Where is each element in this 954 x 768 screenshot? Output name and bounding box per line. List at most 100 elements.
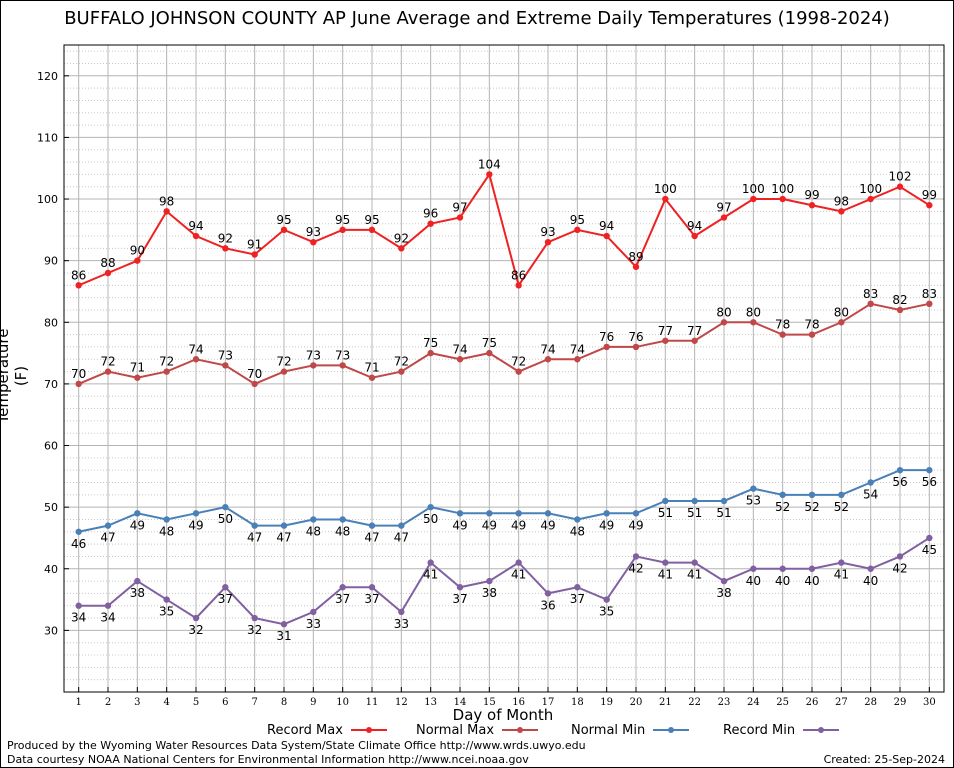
legend-swatch-normal-min bbox=[653, 727, 690, 733]
point-record-max bbox=[456, 214, 464, 221]
data-label-normal-min: 52 bbox=[804, 500, 819, 514]
y-tick-label: 120 bbox=[37, 70, 58, 83]
point-record-min bbox=[544, 590, 552, 597]
point-record-max bbox=[779, 195, 786, 203]
data-label-record-min: 36 bbox=[540, 598, 555, 612]
x-tick-label: 22 bbox=[688, 697, 701, 708]
point-normal-min bbox=[280, 522, 288, 529]
point-record-min bbox=[515, 559, 522, 566]
data-label-normal-min: 48 bbox=[570, 524, 585, 538]
data-label-record-max: 90 bbox=[130, 244, 145, 258]
point-normal-min bbox=[603, 510, 610, 517]
x-tick-label: 19 bbox=[600, 697, 613, 708]
data-label-normal-max: 76 bbox=[599, 330, 614, 344]
point-record-min bbox=[280, 621, 288, 628]
x-tick-label: 27 bbox=[835, 697, 848, 708]
data-label-record-min: 38 bbox=[482, 586, 497, 600]
data-label-normal-min: 49 bbox=[540, 518, 555, 532]
data-label-record-max: 91 bbox=[247, 238, 262, 252]
point-normal-max bbox=[632, 343, 640, 351]
data-label-normal-max: 73 bbox=[306, 348, 321, 362]
point-record-max bbox=[867, 195, 874, 203]
data-label-record-min: 33 bbox=[306, 617, 321, 631]
point-record-max bbox=[603, 232, 610, 240]
x-tick-label: 16 bbox=[512, 697, 525, 708]
data-label-normal-max: 77 bbox=[687, 324, 702, 338]
point-normal-max bbox=[368, 374, 376, 381]
data-label-normal-min: 49 bbox=[188, 518, 203, 532]
point-record-max bbox=[544, 238, 552, 246]
data-label-normal-max: 74 bbox=[570, 342, 585, 356]
data-label-normal-min: 47 bbox=[276, 531, 291, 545]
data-label-normal-max: 74 bbox=[188, 342, 203, 356]
data-label-normal-max: 71 bbox=[130, 361, 145, 375]
x-tick-label: 23 bbox=[718, 697, 731, 708]
point-record-min bbox=[398, 608, 405, 616]
point-normal-min bbox=[486, 510, 493, 517]
point-record-min bbox=[163, 596, 170, 603]
legend-label-record-min: Record Min bbox=[723, 722, 796, 738]
data-label-normal-min: 52 bbox=[834, 500, 849, 514]
point-normal-max bbox=[251, 380, 258, 388]
point-normal-max bbox=[310, 362, 317, 369]
data-label-record-max: 94 bbox=[188, 219, 203, 233]
point-normal-min bbox=[720, 497, 728, 505]
data-label-normal-min: 53 bbox=[746, 494, 761, 508]
x-tick-label: 29 bbox=[894, 697, 907, 708]
data-label-record-min: 40 bbox=[746, 574, 761, 588]
point-record-max bbox=[427, 220, 434, 227]
data-label-normal-max: 72 bbox=[276, 355, 291, 369]
point-normal-min bbox=[134, 510, 141, 517]
point-record-min bbox=[632, 553, 640, 560]
point-record-min bbox=[574, 584, 581, 591]
data-label-record-max: 98 bbox=[159, 194, 174, 208]
data-label-record-min: 41 bbox=[423, 568, 438, 582]
legend-label-record-max: Record Max bbox=[267, 722, 343, 738]
point-record-min bbox=[926, 534, 933, 542]
data-label-normal-max: 78 bbox=[804, 318, 819, 332]
legend-label-normal-min: Normal Min bbox=[571, 722, 646, 738]
data-label-normal-max: 77 bbox=[658, 324, 673, 338]
plot-area bbox=[64, 45, 944, 692]
data-label-normal-max: 72 bbox=[394, 355, 409, 369]
point-record-max bbox=[574, 226, 581, 234]
x-tick-label: 10 bbox=[336, 697, 349, 708]
footer-created: Created: 25-Sep-2024 bbox=[823, 753, 945, 766]
point-normal-min bbox=[544, 510, 552, 517]
data-label-record-max: 89 bbox=[628, 250, 643, 264]
x-tick-label: 28 bbox=[864, 697, 877, 708]
data-label-normal-max: 78 bbox=[775, 318, 790, 332]
data-label-normal-max: 80 bbox=[834, 305, 849, 319]
legend-record-min: Record Min bbox=[723, 722, 840, 738]
data-label-record-max: 93 bbox=[306, 225, 321, 239]
x-tick-label: 17 bbox=[542, 697, 555, 708]
point-record-min bbox=[779, 565, 786, 572]
footer-producer: Produced by the Wyoming Water Resources … bbox=[7, 739, 586, 752]
legend-swatch-record-max bbox=[350, 727, 387, 733]
data-label-normal-max: 74 bbox=[540, 342, 555, 356]
series-line-normal-min bbox=[78, 469, 930, 533]
point-normal-max bbox=[779, 331, 786, 338]
y-tick-label: 80 bbox=[44, 316, 58, 329]
data-label-normal-max: 83 bbox=[922, 287, 937, 301]
point-normal-max bbox=[662, 337, 669, 344]
data-label-record-min: 37 bbox=[364, 592, 379, 606]
point-record-min bbox=[867, 565, 874, 572]
point-record-min bbox=[192, 614, 200, 622]
point-normal-max bbox=[720, 319, 728, 326]
data-label-normal-min: 54 bbox=[863, 487, 878, 501]
data-label-record-min: 31 bbox=[276, 629, 291, 643]
point-record-max bbox=[838, 208, 845, 215]
data-label-normal-max: 76 bbox=[628, 330, 643, 344]
point-normal-max bbox=[926, 300, 933, 307]
point-normal-max bbox=[486, 349, 493, 357]
x-tick-label: 3 bbox=[134, 697, 140, 708]
point-normal-max bbox=[163, 368, 170, 375]
data-label-record-min: 40 bbox=[863, 574, 878, 588]
x-tick-label: 13 bbox=[424, 697, 437, 708]
point-normal-max bbox=[867, 300, 874, 307]
data-label-record-max: 97 bbox=[452, 201, 467, 215]
data-label-record-min: 38 bbox=[716, 586, 731, 600]
point-normal-max bbox=[280, 368, 288, 375]
point-record-min bbox=[662, 559, 669, 566]
